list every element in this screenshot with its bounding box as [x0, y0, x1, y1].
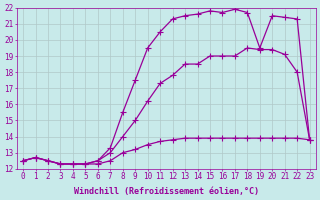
X-axis label: Windchill (Refroidissement éolien,°C): Windchill (Refroidissement éolien,°C) [74, 187, 259, 196]
